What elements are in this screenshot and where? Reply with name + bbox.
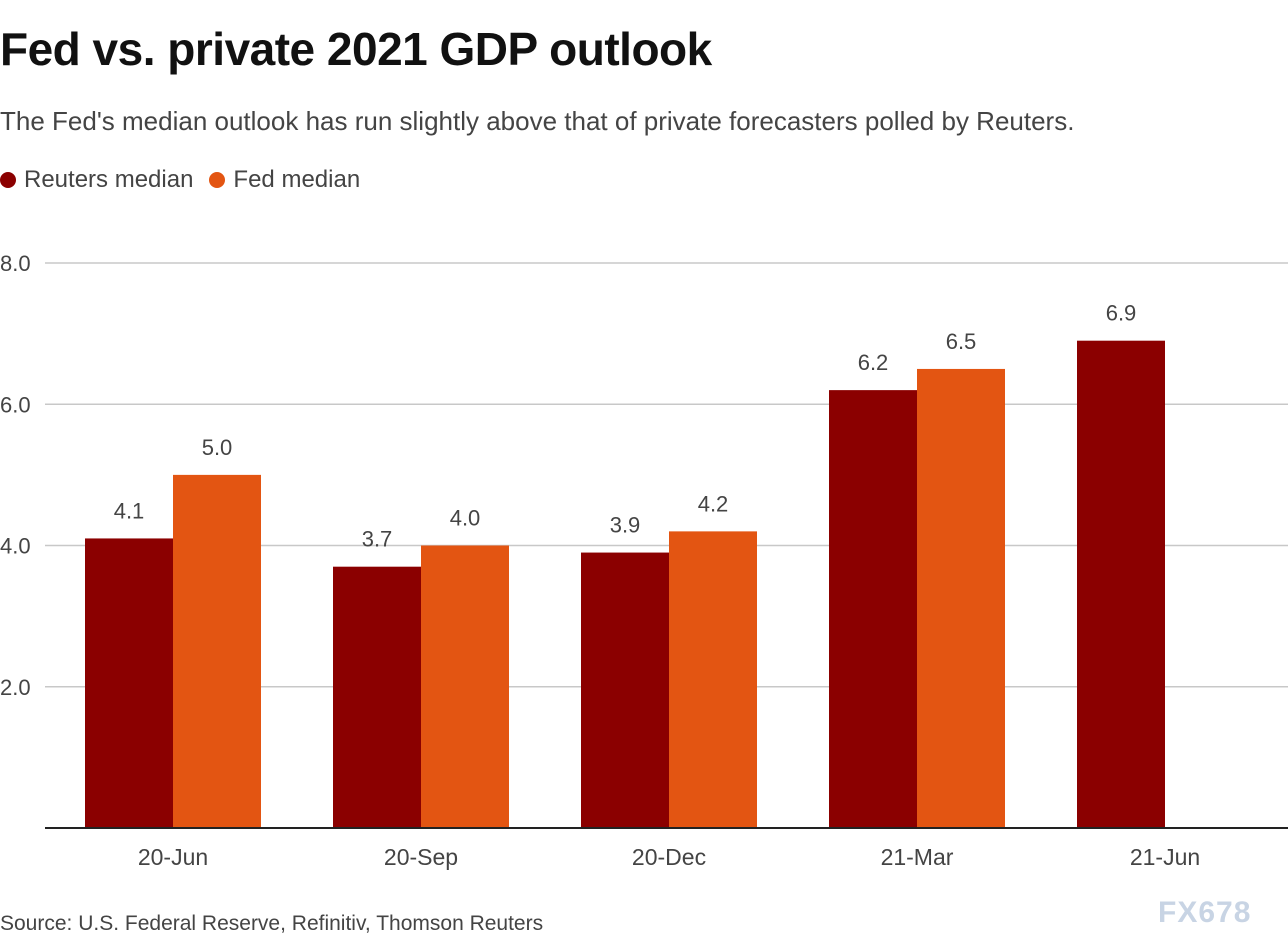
data-label: 6.2	[858, 350, 889, 375]
y-tick-label: 8.0	[0, 251, 31, 276]
source-note: Source: U.S. Federal Reserve, Refinitiv,…	[0, 912, 544, 935]
y-tick-label: 4.0	[0, 534, 31, 559]
legend-label-fed: Fed median	[233, 166, 361, 193]
chart-title: Fed vs. private 2021 GDP outlook	[0, 23, 712, 75]
bar-fed	[421, 545, 509, 828]
data-label: 4.0	[450, 506, 481, 531]
legend-item-fed: Fed median	[209, 166, 360, 194]
x-tick-label: 20-Sep	[384, 844, 458, 870]
x-tick-label: 21-Jun	[1130, 844, 1200, 870]
watermark: FX678	[1158, 896, 1252, 929]
bar-reuters	[85, 538, 173, 828]
x-tick-label: 20-Jun	[138, 844, 208, 870]
y-tick-label: 2.0	[0, 675, 31, 700]
legend-item-reuters: Reuters median	[0, 166, 193, 194]
data-label: 6.5	[946, 329, 977, 354]
legend-label-reuters: Reuters median	[24, 166, 194, 193]
legend-dot-reuters-icon	[0, 172, 16, 188]
bar-reuters	[333, 566, 421, 828]
data-label: 5.0	[202, 435, 233, 460]
bar-reuters	[581, 552, 669, 828]
bar-fed	[669, 531, 757, 828]
chart-subtitle: The Fed's median outlook has run slightl…	[0, 106, 1075, 136]
bar-reuters	[1077, 340, 1165, 828]
data-label: 3.9	[610, 513, 641, 538]
bar-fed	[173, 474, 261, 828]
data-label: 3.7	[362, 527, 393, 552]
x-tick-label: 21-Mar	[881, 844, 954, 870]
legend-dot-fed-icon	[209, 172, 226, 188]
bar-fed	[917, 368, 1005, 828]
bar-reuters	[829, 390, 917, 828]
data-label: 6.9	[1106, 301, 1137, 326]
y-tick-label: 6.0	[0, 392, 31, 417]
data-label: 4.1	[114, 498, 145, 523]
legend: Reuters median Fed median	[0, 166, 376, 194]
x-tick-label: 20-Dec	[632, 844, 706, 870]
data-label: 4.2	[698, 491, 729, 516]
